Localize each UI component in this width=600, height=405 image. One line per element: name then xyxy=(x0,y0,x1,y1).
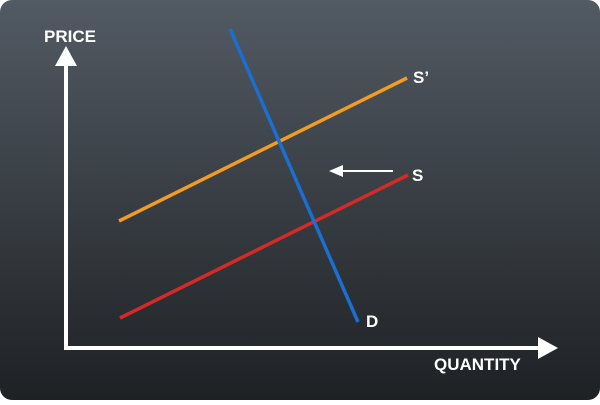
y-axis-arrowhead xyxy=(55,46,77,66)
curve-s-prime xyxy=(118,76,408,223)
shift-arrow-head xyxy=(329,165,343,177)
curve-d-label: D xyxy=(366,312,378,331)
axes xyxy=(55,46,558,359)
curve-s xyxy=(119,173,409,320)
curve-s-label: S xyxy=(412,166,423,185)
shift-arrow xyxy=(329,165,393,177)
curve-s-prime-label: S’ xyxy=(413,68,429,87)
y-axis-label: PRICE xyxy=(44,27,96,46)
x-axis-label: QUANTITY xyxy=(434,355,522,374)
curve-d xyxy=(228,28,360,323)
x-axis-arrowhead xyxy=(538,337,558,359)
